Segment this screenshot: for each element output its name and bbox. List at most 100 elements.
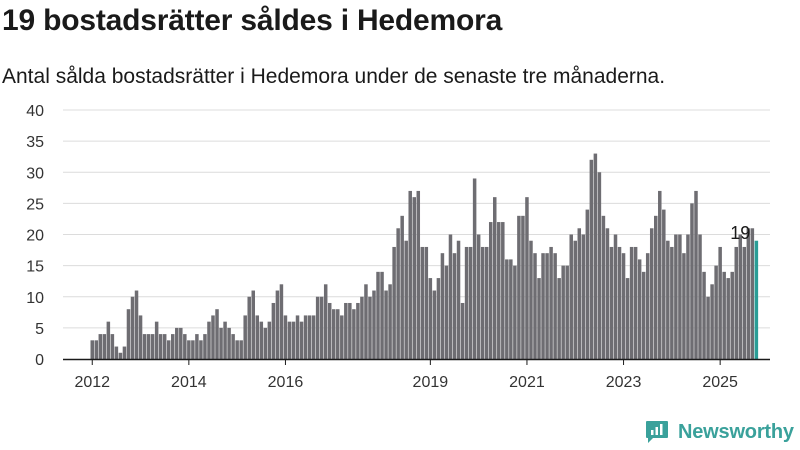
bar — [476, 234, 481, 359]
bar — [581, 234, 586, 359]
bar — [360, 296, 364, 359]
bar — [682, 253, 686, 359]
bar — [307, 315, 312, 359]
x-tick-label: 2016 — [268, 374, 304, 391]
x-tick-label: 2012 — [74, 374, 110, 391]
x-axis-ticks: 2012 2014 2016 2019 2021 2023 2025 — [74, 359, 738, 391]
bar — [645, 253, 650, 359]
bar — [235, 340, 239, 359]
bar — [364, 284, 368, 359]
bar — [493, 197, 497, 359]
x-tick-label: 2025 — [702, 374, 738, 391]
bar — [239, 340, 243, 359]
bar — [142, 334, 147, 359]
bar — [629, 246, 634, 359]
bar — [432, 290, 437, 359]
bar — [706, 296, 710, 359]
bar — [114, 346, 119, 359]
bar — [678, 234, 682, 359]
bar — [541, 253, 545, 359]
bar — [259, 321, 264, 359]
bar — [319, 296, 324, 359]
bar — [416, 190, 421, 359]
bar — [227, 327, 231, 359]
bar — [714, 265, 718, 359]
y-tick-label: 40 — [26, 103, 44, 120]
bar — [384, 290, 388, 359]
bar — [90, 340, 94, 359]
bar — [537, 278, 541, 359]
bar — [315, 296, 320, 359]
bar — [569, 234, 573, 359]
bar — [674, 234, 678, 359]
bar — [597, 172, 602, 359]
y-tick-label: 25 — [26, 196, 44, 213]
bar — [175, 327, 179, 359]
bar — [283, 315, 288, 359]
bar — [529, 240, 533, 359]
x-tick-label: 2019 — [413, 374, 449, 391]
bar — [412, 197, 416, 359]
bar — [452, 253, 457, 359]
bar — [670, 246, 674, 359]
bar — [557, 278, 561, 359]
bar — [267, 321, 272, 359]
bar — [195, 334, 199, 359]
bar — [750, 228, 755, 359]
bar — [497, 222, 501, 359]
bar — [746, 228, 751, 359]
bar — [545, 253, 549, 359]
bar — [150, 334, 155, 359]
brand-logo: Newsworthy — [644, 419, 794, 445]
bar — [356, 302, 360, 359]
bar — [404, 240, 408, 359]
y-tick-label: 0 — [35, 352, 44, 369]
bar — [464, 246, 469, 359]
bar — [649, 228, 654, 359]
last-value-label: 19 — [730, 223, 750, 243]
bar — [428, 278, 433, 359]
bar — [279, 284, 284, 359]
bar — [424, 246, 429, 359]
y-tick-label: 15 — [26, 259, 44, 276]
bar — [207, 321, 211, 359]
bar — [521, 215, 525, 359]
chart-subtitle: Antal sålda bostadsrätter i Hedemora und… — [2, 65, 666, 88]
brand-name: Newsworthy — [678, 420, 794, 443]
bar — [726, 278, 730, 359]
bar — [348, 302, 352, 359]
bar — [525, 197, 529, 359]
bar — [601, 215, 606, 359]
bar — [565, 265, 569, 359]
bar — [231, 334, 235, 359]
y-tick-label: 20 — [26, 228, 44, 245]
bar — [102, 334, 107, 359]
bar — [179, 327, 183, 359]
bar — [553, 253, 557, 359]
bar — [291, 321, 296, 359]
bar — [183, 334, 187, 359]
bar — [311, 315, 316, 359]
bar — [243, 315, 247, 359]
bar — [247, 296, 251, 359]
bar — [191, 340, 195, 359]
y-tick-label: 30 — [26, 165, 44, 182]
bar — [187, 340, 191, 359]
bar — [472, 178, 477, 359]
bar — [287, 321, 292, 359]
bar — [122, 346, 127, 359]
chart-title: 19 bostadsrätter såldes i Hedemora — [2, 4, 503, 37]
bar — [742, 246, 747, 359]
bar — [118, 352, 123, 359]
bar — [295, 315, 300, 359]
bar-latest — [754, 240, 759, 359]
bar — [666, 240, 670, 359]
bar — [94, 340, 99, 359]
bar — [158, 334, 163, 359]
bar — [585, 209, 590, 359]
bar — [641, 271, 646, 359]
bar — [271, 302, 276, 359]
bar — [126, 309, 131, 359]
bar — [380, 271, 384, 359]
